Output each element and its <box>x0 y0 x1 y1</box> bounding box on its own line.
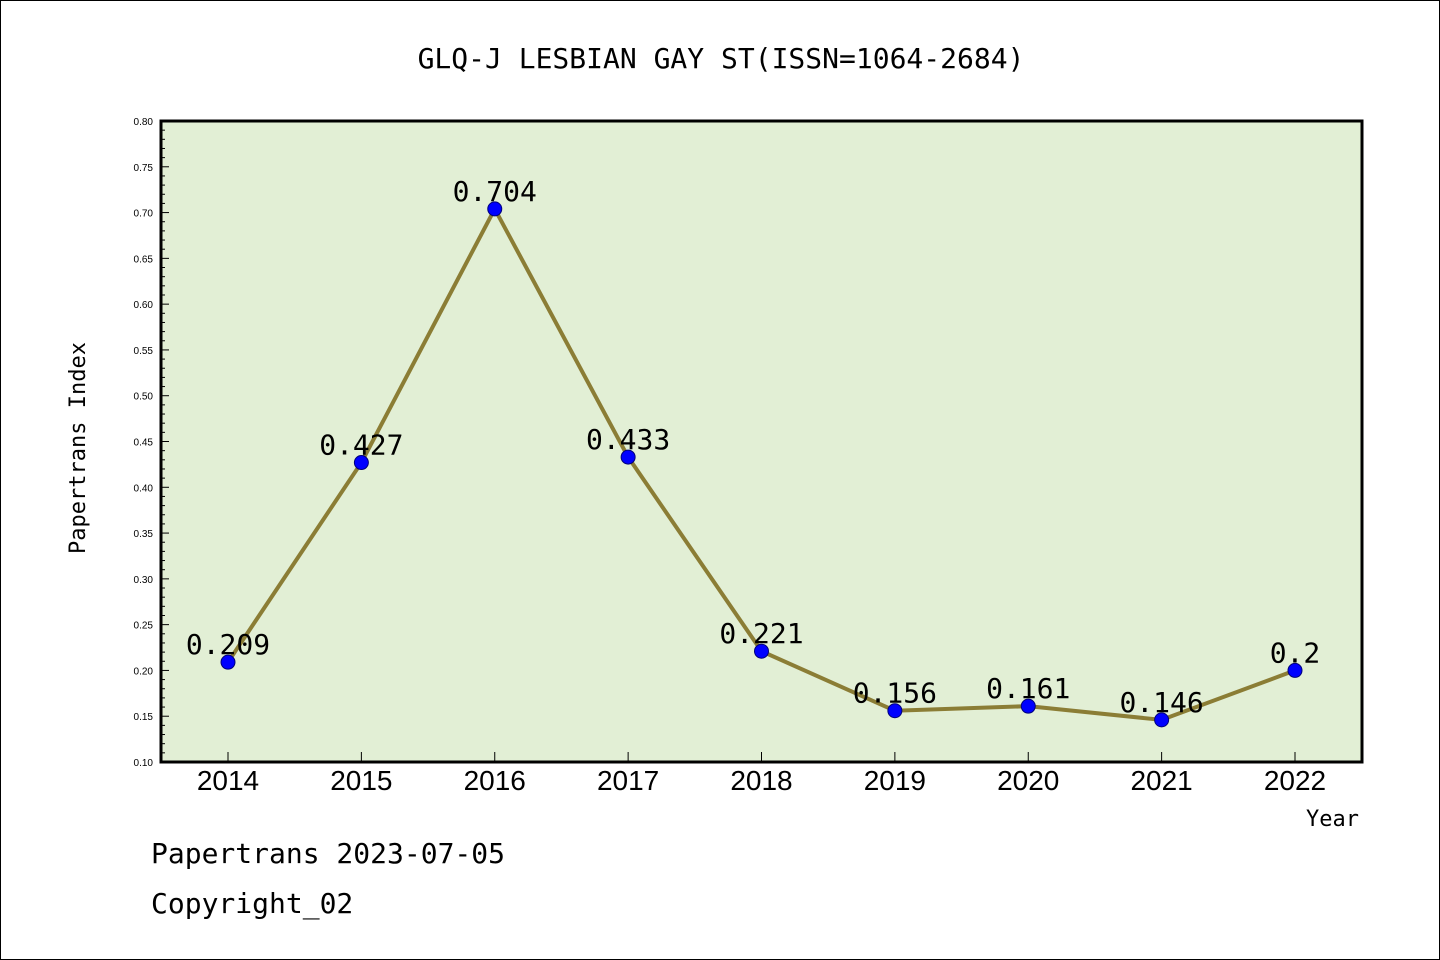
x-tick-label: 2019 <box>864 765 926 796</box>
x-tick-label: 2014 <box>197 765 259 796</box>
plot-border <box>159 119 1364 764</box>
x-tick-label: 2017 <box>597 765 659 796</box>
data-point <box>220 654 236 670</box>
x-tick-label: 2015 <box>330 765 392 796</box>
x-axis-ticks: 2014 2015 2016 2017 2018 2019 2020 2021 2022 <box>197 752 1326 796</box>
data-label: 0.221 <box>719 617 803 650</box>
y-tick-label: 0.80 <box>134 117 154 128</box>
y-tick-label: 0.25 <box>134 621 154 632</box>
data-label: 0.146 <box>1119 686 1203 719</box>
y-axis-label: Papertrans Index <box>66 342 91 554</box>
data-point <box>1154 712 1170 728</box>
x-tick-label: 2018 <box>730 765 792 796</box>
y-tick-label: 0.45 <box>134 438 154 449</box>
data-point <box>353 455 369 471</box>
data-point <box>487 201 503 217</box>
footer-copyright: Copyright_02 <box>151 887 354 920</box>
y-tick-label: 0.75 <box>134 163 154 174</box>
data-point <box>620 449 636 465</box>
y-tick-label: 0.50 <box>134 392 154 403</box>
data-labels: 0.209 0.427 0.704 0.433 0.221 0.156 0.161 0.146… <box>186 175 1320 719</box>
data-label: 0.156 <box>853 677 937 710</box>
chart-title: GLQ-J LESBIAN GAY ST(ISSN=1064-2684) <box>418 42 1025 75</box>
data-point <box>754 643 769 659</box>
x-tick-label: 2022 <box>1264 765 1326 796</box>
y-tick-label: 0.60 <box>134 300 154 311</box>
y-tick-label: 0.55 <box>134 346 154 357</box>
y-axis-ticks: 0.10 0.15 0.20 0.25 0.30 0.35 0.40 0.45 0.50 0.55… <box>134 117 169 769</box>
data-label: 0.427 <box>319 429 403 462</box>
data-point <box>1287 662 1303 678</box>
data-label: 0.433 <box>586 423 670 456</box>
x-axis-label: Year <box>1306 807 1359 832</box>
y-tick-label: 0.15 <box>134 712 154 723</box>
y-tick-label: 0.70 <box>134 209 154 220</box>
y-tick-label: 0.10 <box>134 758 154 769</box>
data-label: 0.161 <box>986 672 1070 705</box>
data-label: 0.2 <box>1270 636 1321 669</box>
x-tick-label: 2020 <box>997 765 1059 796</box>
x-tick-label: 2021 <box>1130 765 1192 796</box>
y-tick-label: 0.20 <box>134 666 154 677</box>
data-label: 0.209 <box>186 628 270 661</box>
footer-date: Papertrans 2023-07-05 <box>151 837 506 870</box>
data-points <box>220 201 1303 728</box>
y-tick-label: 0.30 <box>134 575 154 586</box>
y-tick-label: 0.35 <box>134 529 154 540</box>
y-tick-label: 0.40 <box>134 483 154 494</box>
data-point <box>887 703 903 719</box>
x-tick-label: 2016 <box>464 765 526 796</box>
data-point <box>1020 698 1036 714</box>
data-label: 0.704 <box>453 175 537 208</box>
y-tick-label: 0.65 <box>134 254 154 265</box>
